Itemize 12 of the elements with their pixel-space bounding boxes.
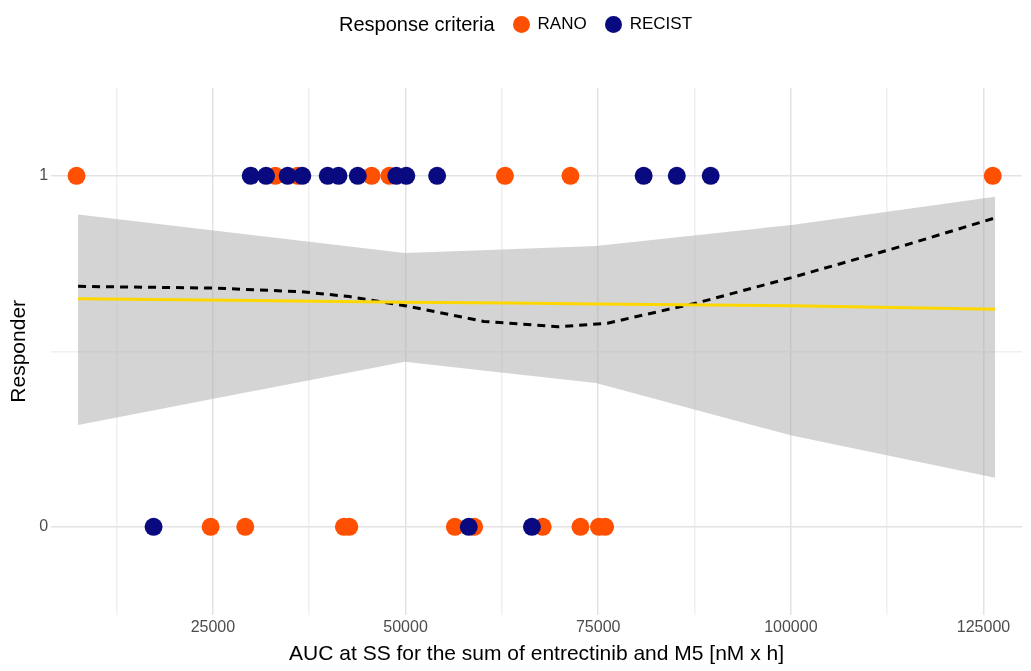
y-axis-title: Responder (6, 299, 30, 403)
y-tick-label: 0 (39, 517, 49, 535)
x-tick-label: 25000 (190, 617, 236, 635)
legend-title: Response criteria (338, 12, 495, 36)
y-tick-label: 1 (39, 166, 49, 184)
x-tick-label: 75000 (575, 617, 621, 635)
legend-label: RANO (537, 14, 587, 34)
x-tick-label: 125000 (956, 617, 1011, 635)
x-tick-label: 100000 (764, 617, 818, 635)
legend-label: RECIST (629, 14, 693, 34)
x-tick-label: 50000 (383, 617, 428, 635)
x-axis-title: AUC at SS for the sum of entrectinib and M5 [nM x h] (289, 641, 784, 665)
